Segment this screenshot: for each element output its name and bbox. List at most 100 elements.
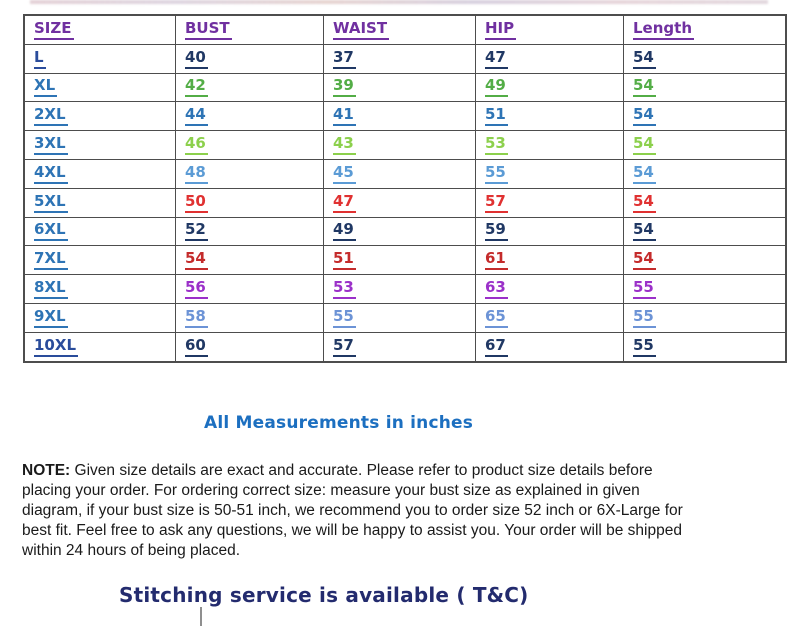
cell-size-value: XL <box>34 77 58 98</box>
cell-bust: 56 <box>176 275 324 303</box>
stitching-service-heading: Stitching service is available ( T&C) <box>119 583 529 607</box>
table-header-row: SIZE BUST WAIST HIP Length <box>25 16 785 45</box>
cell-hip-value: 61 <box>485 250 508 271</box>
cell-bust-value: 50 <box>185 192 208 213</box>
cell-size: 9XL <box>25 303 176 332</box>
cell-hip-value: 63 <box>485 279 508 300</box>
cell-size-value: 8XL <box>34 279 68 300</box>
cell-size: 4XL <box>25 159 176 188</box>
size-table: SIZE BUST WAIST HIP Length L 40 37 47 54 XL 42… <box>23 14 787 363</box>
cell-length-value: 55 <box>633 336 656 357</box>
cell-hip: 55 <box>476 159 624 188</box>
cell-hip-value: 49 <box>485 77 508 98</box>
cell-bust: 46 <box>176 131 324 159</box>
cell-waist: 45 <box>324 159 476 188</box>
cell-waist: 53 <box>324 275 476 303</box>
cell-length: 55 <box>624 275 785 303</box>
table-row-10xl: 10XL 60 57 67 55 <box>25 332 785 361</box>
cell-hip-value: 67 <box>485 336 508 357</box>
table-row-2xl: 2XL 44 41 51 54 <box>25 102 785 132</box>
cell-hip: 61 <box>476 246 624 275</box>
header-waist-label: WAIST <box>333 19 390 40</box>
cell-waist: 55 <box>324 303 476 332</box>
cell-length-value: 54 <box>633 48 656 69</box>
cropped-diagram-line <box>200 607 202 626</box>
cell-bust: 42 <box>176 73 324 102</box>
cell-size: 7XL <box>25 246 176 275</box>
cell-length: 55 <box>624 304 785 332</box>
cell-length-value: 54 <box>633 135 656 156</box>
cell-size-value: 5XL <box>34 192 68 213</box>
cell-length: 54 <box>624 74 785 102</box>
cropped-image-artifact <box>30 0 768 4</box>
cell-length: 54 <box>624 218 785 246</box>
note-label: NOTE: <box>22 462 71 479</box>
size-table-body: L 40 37 47 54 XL 42 39 49 54 2XL 44 41 51 54 3XL 46 43 53 5… <box>25 44 785 361</box>
cell-bust: 52 <box>176 217 324 246</box>
cell-bust-value: 56 <box>185 279 208 300</box>
cell-bust-value: 44 <box>185 106 208 127</box>
cell-hip: 67 <box>476 332 624 361</box>
cell-length-value: 55 <box>633 279 656 300</box>
table-row-5xl: 5XL 50 47 57 54 <box>25 188 785 218</box>
header-length-label: Length <box>633 19 694 40</box>
cell-waist: 43 <box>324 131 476 159</box>
cell-waist-value: 45 <box>333 163 356 184</box>
cell-bust-value: 40 <box>185 48 208 69</box>
cell-hip-value: 55 <box>485 163 508 184</box>
cell-length: 54 <box>624 160 785 188</box>
table-row-6xl: 6XL 52 49 59 54 <box>25 217 785 247</box>
cell-hip-value: 65 <box>485 307 508 328</box>
cell-length: 54 <box>624 131 785 159</box>
note-line-5: within 24 hours of being placed. <box>22 542 241 559</box>
cell-bust-value: 54 <box>185 250 208 271</box>
table-row-3xl: 3XL 46 43 53 54 <box>25 131 785 160</box>
cell-bust: 48 <box>176 159 324 188</box>
cell-waist: 39 <box>324 73 476 102</box>
cell-length-value: 54 <box>633 250 656 271</box>
cell-waist-value: 41 <box>333 106 356 127</box>
cell-waist: 51 <box>324 246 476 275</box>
cell-bust-value: 48 <box>185 163 208 184</box>
cell-length-value: 55 <box>633 307 656 328</box>
cell-bust: 40 <box>176 44 324 73</box>
cell-length-value: 54 <box>633 221 656 242</box>
cell-hip-value: 51 <box>485 106 508 127</box>
cell-bust: 58 <box>176 303 324 332</box>
cell-waist: 41 <box>324 102 476 131</box>
cell-length-value: 54 <box>633 163 656 184</box>
header-hip: HIP <box>476 16 624 44</box>
cell-hip-value: 53 <box>485 135 508 156</box>
cell-size: 6XL <box>25 217 176 246</box>
note-line-3: diagram, if your bust size is 50-51 inch… <box>22 502 683 519</box>
cell-size-value: 7XL <box>34 250 68 271</box>
note-line-2: placing your order. For ordering correct… <box>22 482 640 499</box>
cell-size: 2XL <box>25 102 176 131</box>
cell-bust-value: 46 <box>185 135 208 156</box>
table-row-9xl: 9XL 58 55 65 55 <box>25 303 785 333</box>
table-row-4xl: 4XL 48 45 55 54 <box>25 159 785 189</box>
cell-waist-value: 57 <box>333 336 356 357</box>
cell-size: L <box>25 44 176 73</box>
cell-length: 54 <box>624 189 785 217</box>
cell-size-value: 6XL <box>34 221 68 242</box>
header-hip-label: HIP <box>485 19 517 40</box>
cell-size-value: 9XL <box>34 307 68 328</box>
note-line-1: NOTE: Given size details are exact and a… <box>22 461 792 481</box>
cell-length: 54 <box>624 246 785 274</box>
cell-waist-value: 43 <box>333 135 356 156</box>
note-line-1-text: Given size details are exact and accurat… <box>70 462 653 479</box>
cell-length-value: 54 <box>633 192 656 213</box>
cell-size-value: 4XL <box>34 163 68 184</box>
cell-size: XL <box>25 73 176 102</box>
cell-size-value: 10XL <box>34 336 78 357</box>
cell-bust-value: 58 <box>185 307 208 328</box>
cell-hip: 57 <box>476 188 624 217</box>
cell-waist: 47 <box>324 188 476 217</box>
cell-bust-value: 52 <box>185 221 208 242</box>
header-waist: WAIST <box>324 16 476 44</box>
cell-bust: 50 <box>176 188 324 217</box>
cell-hip: 47 <box>476 44 624 73</box>
cell-hip-value: 59 <box>485 221 508 242</box>
cell-hip: 53 <box>476 131 624 159</box>
